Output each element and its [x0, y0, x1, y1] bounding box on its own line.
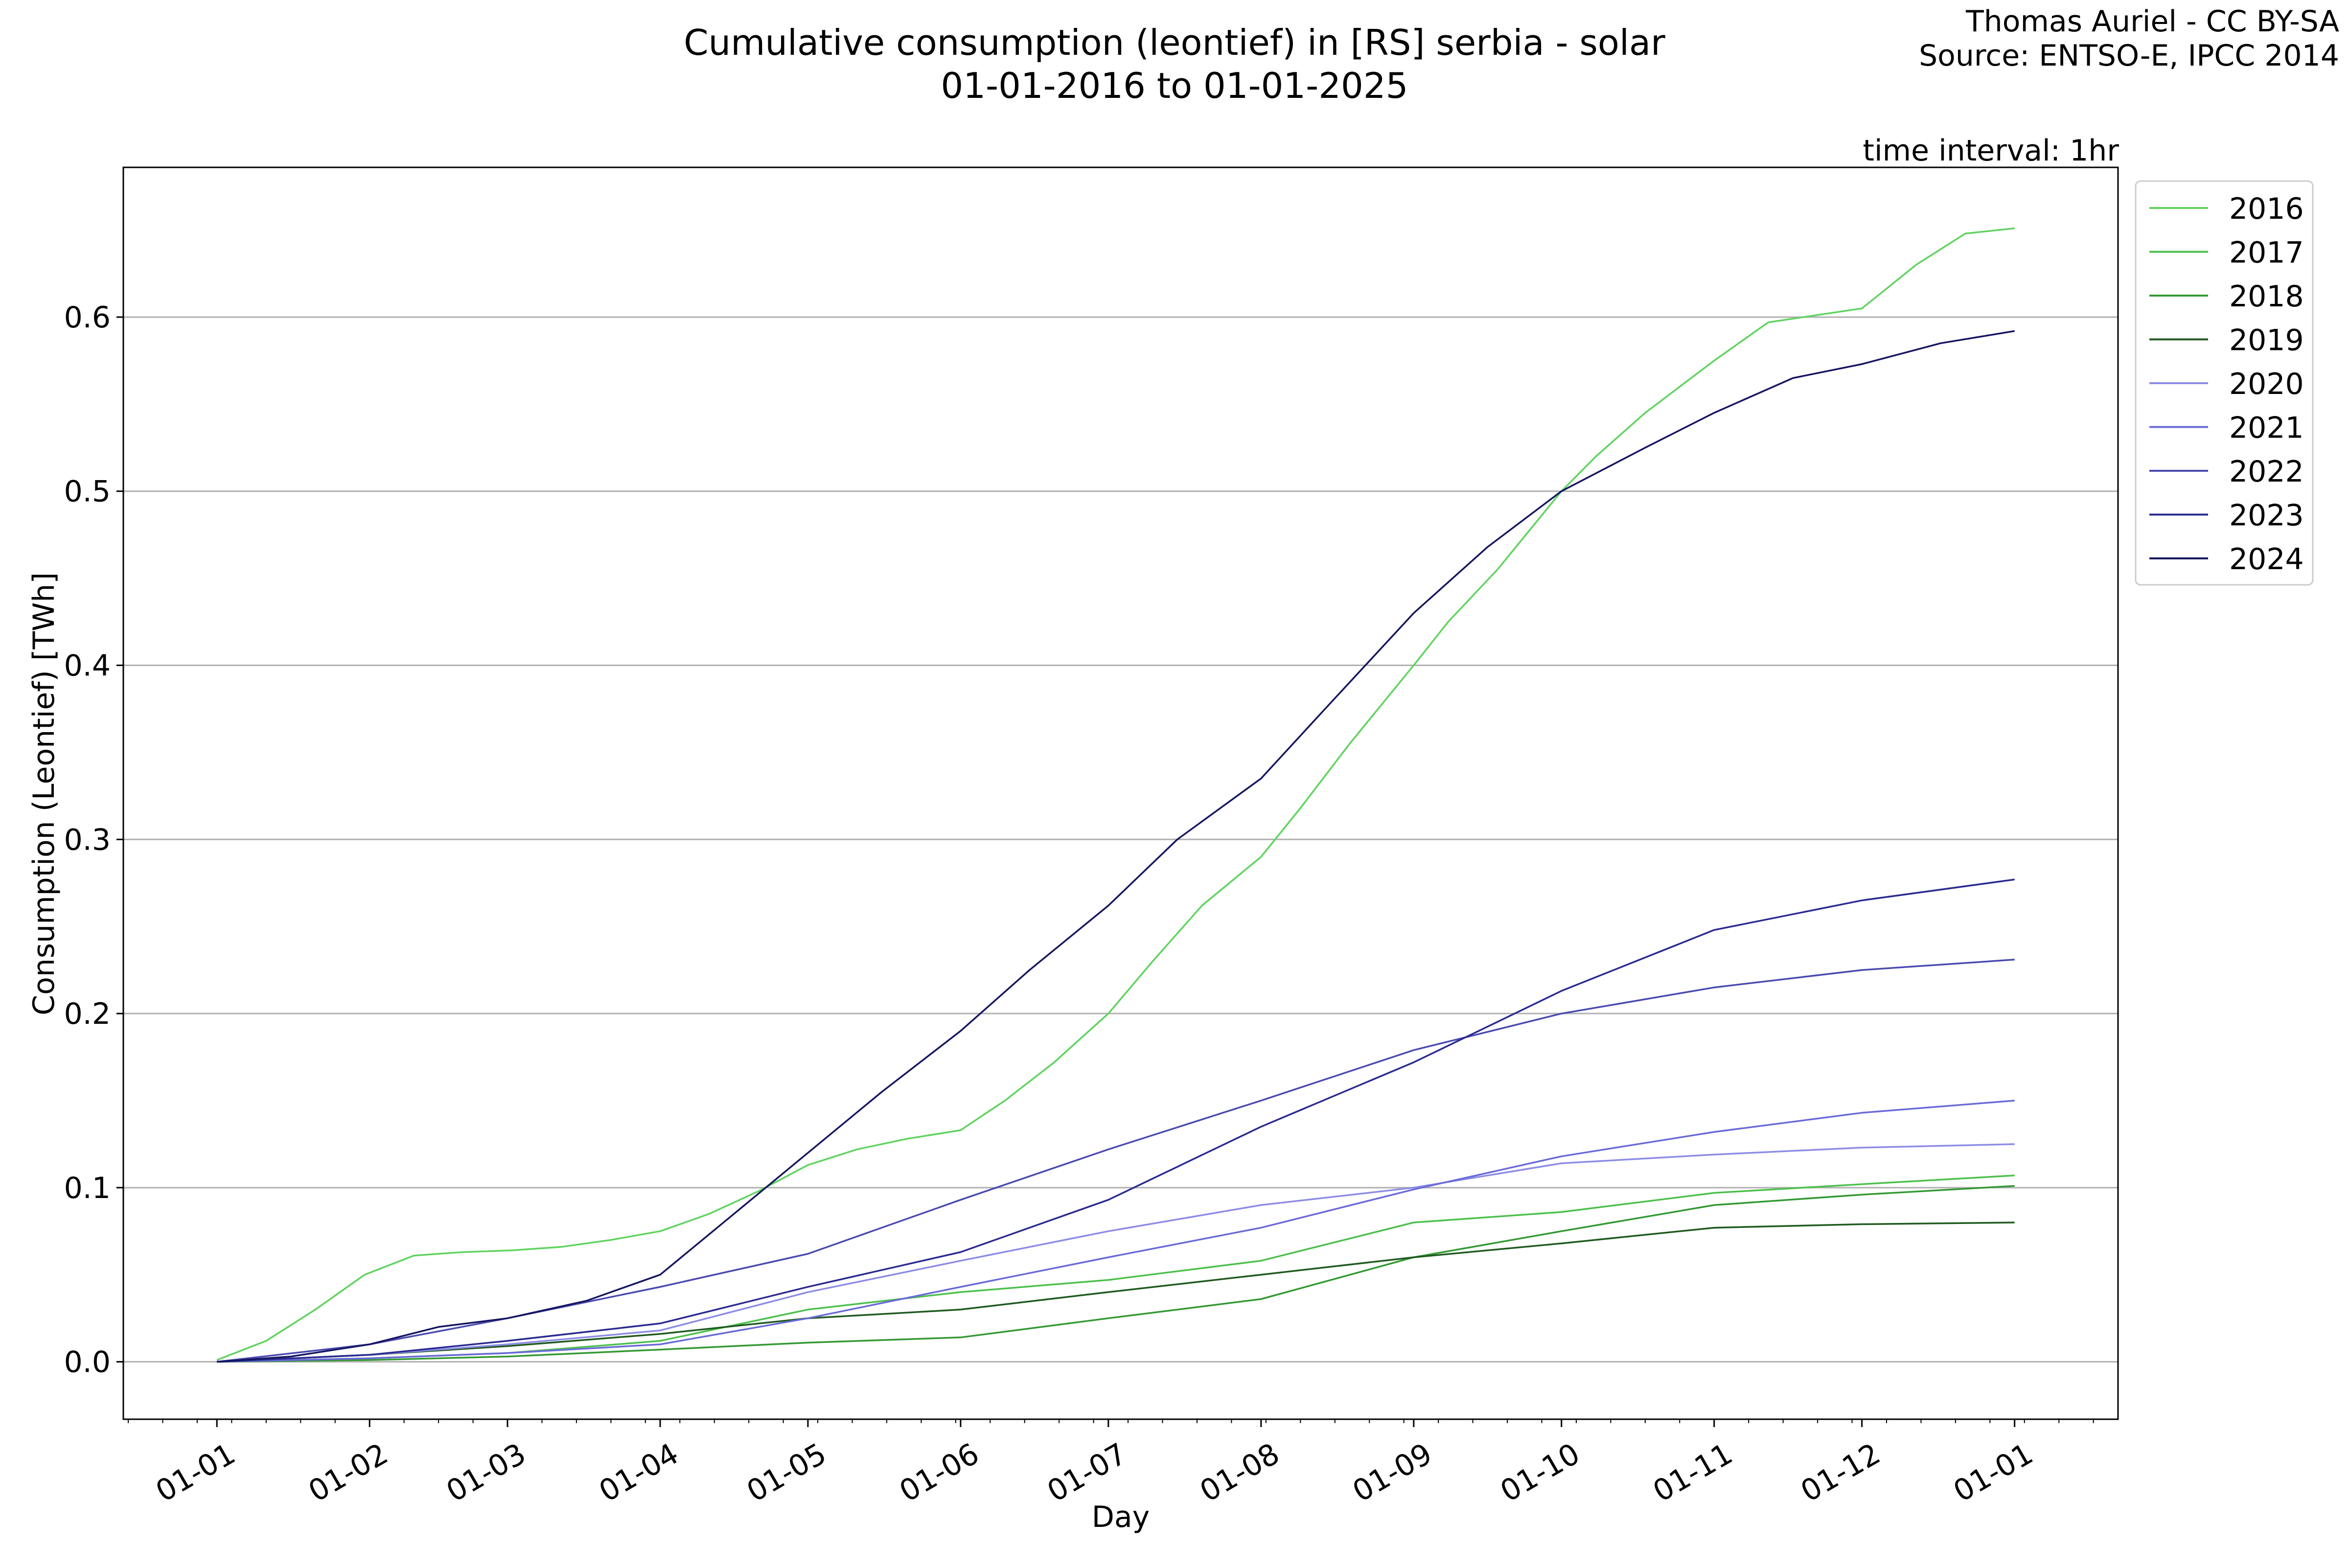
credit-author: Thomas Auriel - CC BY-SA	[1965, 4, 2339, 39]
legend-label-2018: 2018	[2229, 279, 2304, 314]
y-tick-label: 0.4	[64, 649, 111, 683]
series-line-2019	[217, 1222, 2015, 1363]
legend-label-2020: 2020	[2229, 367, 2304, 401]
time-interval-note: time interval: 1hr	[1863, 134, 2119, 168]
series-line-2023	[217, 878, 2015, 1363]
y-tick-label: 0.1	[64, 1171, 111, 1205]
legend-label-2017: 2017	[2229, 236, 2304, 270]
y-axis: 0.0 0.1 0.2 0.3 0.4 0.5 0.6	[64, 300, 123, 1380]
series-line-2021	[217, 1100, 2015, 1363]
plot-frame	[122, 166, 2119, 1420]
gridlines	[123, 316, 2118, 1363]
y-tick-label: 0.2	[64, 997, 111, 1031]
y-tick-label: 0.3	[64, 823, 111, 857]
legend-label-2019: 2019	[2229, 323, 2304, 358]
legend-box	[2135, 180, 2314, 586]
x-axis-label: Day	[1092, 1500, 1150, 1534]
series-line-2016	[216, 227, 2015, 1361]
chart-title: Cumulative consumption (leontief) in [RS…	[684, 22, 1665, 63]
y-tick-label: 0.0	[64, 1345, 111, 1380]
series-line-2018	[217, 1185, 2015, 1363]
series-lines	[216, 227, 2015, 1363]
y-tick-label: 0.6	[64, 300, 111, 335]
y-axis-label: Consumption (Leontief) [TWh]	[27, 572, 61, 1015]
legend-label-2022: 2022	[2229, 455, 2304, 489]
legend-label-2021: 2021	[2229, 411, 2304, 445]
chart-subtitle: 01-01-2016 to 01-01-2025	[941, 65, 1408, 106]
legend-label-2024: 2024	[2229, 542, 2304, 576]
legend-label-2023: 2023	[2229, 499, 2304, 533]
credit-source: Source: ENTSO-E, IPCC 2014	[1919, 39, 2339, 73]
series-line-2020	[217, 1143, 2015, 1363]
legend-label-2016: 2016	[2229, 192, 2304, 226]
series-line-2024	[217, 330, 2015, 1363]
y-tick-label: 0.5	[64, 475, 111, 509]
legend: 2016 2017 2018 2019 2020 2021 2022 2023 2024	[2135, 180, 2314, 586]
